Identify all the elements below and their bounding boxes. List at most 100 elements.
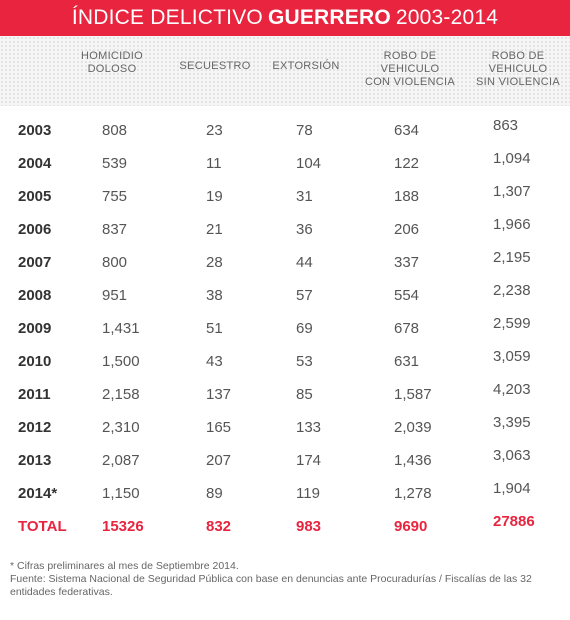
column-header-extorsion: EXTORSIÓN (272, 60, 340, 72)
title-state: GUERRERO (267, 6, 391, 29)
extorsion-cell: 69 (296, 320, 313, 337)
extorsion-cell: 119 (296, 485, 320, 502)
robo-con-violencia-cell: 1,587 (394, 386, 432, 403)
table-row: 2008 951 38 57 554 2,238 (0, 282, 570, 320)
table-row: 2007 800 28 44 337 2,195 (0, 249, 570, 287)
year-cell: 2007 (18, 254, 52, 271)
robo-con-violencia-cell: 2,039 (394, 419, 432, 436)
column-header-robo-sin-violencia: ROBO DE VEHICULO SIN VIOLENCIA (476, 50, 560, 88)
robo-con-violencia-cell: 1,436 (394, 452, 432, 469)
year-cell: 2012 (18, 419, 52, 436)
table-row: 2014* 1,150 89 119 1,278 1,904 (0, 480, 570, 518)
secuestro-cell: 43 (206, 353, 223, 370)
secuestro-cell: 89 (206, 485, 223, 502)
robo-sin-violencia-cell: 2,599 (493, 315, 531, 332)
table-row: 2013 2,087 207 174 1,436 3,063 (0, 447, 570, 485)
total-row: TOTAL 15326 832 983 9690 27886 (0, 513, 570, 551)
total-secuestro-cell: 832 (206, 518, 232, 535)
robo-sin-violencia-cell: 2,238 (493, 282, 531, 299)
extorsion-cell: 53 (296, 353, 313, 370)
column-header-robo-con-violencia: ROBO DE VEHICULO CON VIOLENCIA (364, 50, 456, 88)
year-cell: 2005 (18, 188, 52, 205)
robo-con-violencia-cell: 634 (394, 122, 420, 139)
homicidio-cell: 951 (102, 287, 128, 304)
column-header-homicidio: HOMICIDIO DOLOSO (81, 50, 143, 75)
homicidio-cell: 539 (102, 155, 128, 172)
extorsion-cell: 36 (296, 221, 313, 238)
footnotes: * Cifras preliminares al mes de Septiemb… (10, 560, 562, 599)
total-robo-con-violencia-cell: 9690 (394, 518, 428, 535)
table-row: 2005 755 19 31 188 1,307 (0, 183, 570, 221)
robo-sin-violencia-cell: 3,063 (493, 447, 531, 464)
total-homicidio-cell: 15326 (102, 518, 144, 535)
robo-con-violencia-cell: 337 (394, 254, 420, 271)
total-robo-sin-violencia-cell: 27886 (493, 513, 535, 530)
preliminary-note: * Cifras preliminares al mes de Septiemb… (10, 560, 239, 572)
robo-sin-violencia-cell: 2,195 (493, 249, 531, 266)
extorsion-cell: 85 (296, 386, 313, 403)
homicidio-cell: 755 (102, 188, 128, 205)
extorsion-cell: 57 (296, 287, 313, 304)
secuestro-cell: 21 (206, 221, 223, 238)
homicidio-cell: 1,500 (102, 353, 140, 370)
extorsion-cell: 133 (296, 419, 322, 436)
secuestro-cell: 28 (206, 254, 223, 271)
secuestro-cell: 137 (206, 386, 232, 403)
extorsion-cell: 78 (296, 122, 313, 139)
year-cell: 2004 (18, 155, 52, 172)
robo-con-violencia-cell: 678 (394, 320, 420, 337)
secuestro-cell: 38 (206, 287, 223, 304)
total-extorsion-cell: 983 (296, 518, 322, 535)
secuestro-cell: 207 (206, 452, 232, 469)
homicidio-cell: 1,431 (102, 320, 140, 337)
homicidio-cell: 837 (102, 221, 128, 238)
robo-sin-violencia-cell: 1,094 (493, 150, 531, 167)
year-cell: 2006 (18, 221, 52, 238)
year-cell: 2010 (18, 353, 52, 370)
secuestro-cell: 11 (206, 155, 222, 172)
extorsion-cell: 174 (296, 452, 322, 469)
homicidio-cell: 800 (102, 254, 128, 271)
robo-sin-violencia-cell: 3,395 (493, 414, 531, 431)
robo-sin-violencia-cell: 863 (493, 117, 519, 134)
homicidio-cell: 2,158 (102, 386, 140, 403)
year-cell: 2013 (18, 452, 52, 469)
table-row: 2004 539 11 104 122 1,094 (0, 150, 570, 188)
year-cell: 2009 (18, 320, 52, 337)
robo-con-violencia-cell: 188 (394, 188, 420, 205)
total-label: TOTAL (18, 518, 67, 535)
table-header-band (0, 36, 570, 106)
year-cell: 2014* (18, 485, 58, 502)
table-row: 2006 837 21 36 206 1,966 (0, 216, 570, 254)
title-years: 2003-2014 (395, 6, 499, 29)
robo-sin-violencia-cell: 1,966 (493, 216, 531, 233)
extorsion-cell: 104 (296, 155, 322, 172)
robo-con-violencia-cell: 206 (394, 221, 420, 238)
secuestro-cell: 165 (206, 419, 232, 436)
table-row: 2012 2,310 165 133 2,039 3,395 (0, 414, 570, 452)
source-note: Fuente: Sistema Nacional de Seguridad Pú… (10, 573, 532, 598)
secuestro-cell: 19 (206, 188, 223, 205)
column-header-secuestro: SECUESTRO (179, 60, 251, 72)
homicidio-cell: 2,087 (102, 452, 140, 469)
table-row: 2011 2,158 137 85 1,587 4,203 (0, 381, 570, 419)
year-cell: 2011 (18, 386, 51, 403)
table-row: 2010 1,500 43 53 631 3,059 (0, 348, 570, 386)
year-cell: 2003 (18, 122, 52, 139)
year-cell: 2008 (18, 287, 52, 304)
robo-sin-violencia-cell: 3,059 (493, 348, 531, 365)
secuestro-cell: 51 (206, 320, 223, 337)
robo-con-violencia-cell: 122 (394, 155, 420, 172)
page-title: ÍNDICE DELICTIVO GUERRERO 2003-2014 (0, 0, 570, 36)
secuestro-cell: 23 (206, 122, 223, 139)
extorsion-cell: 31 (296, 188, 313, 205)
table-row: 2003 808 23 78 634 863 (0, 117, 570, 155)
homicidio-cell: 2,310 (102, 419, 140, 436)
robo-con-violencia-cell: 554 (394, 287, 420, 304)
extorsion-cell: 44 (296, 254, 313, 271)
robo-sin-violencia-cell: 4,203 (493, 381, 531, 398)
robo-con-violencia-cell: 1,278 (394, 485, 432, 502)
table-row: 2009 1,431 51 69 678 2,599 (0, 315, 570, 353)
robo-sin-violencia-cell: 1,307 (493, 183, 531, 200)
homicidio-cell: 1,150 (102, 485, 140, 502)
